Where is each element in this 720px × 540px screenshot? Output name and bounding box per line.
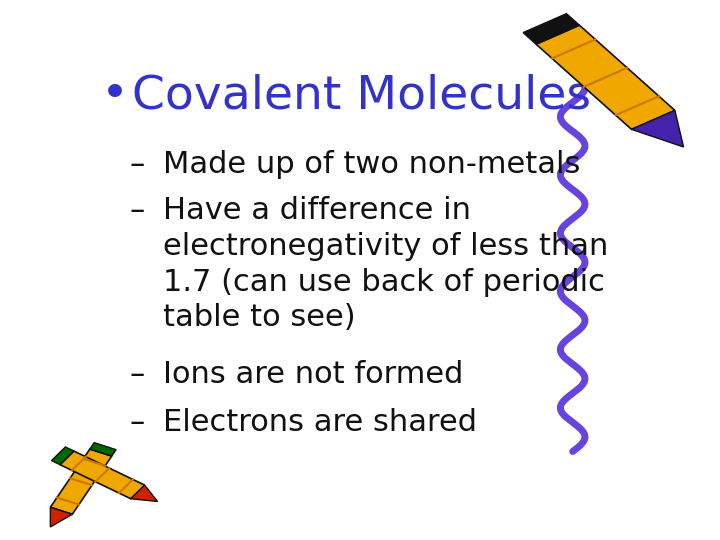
Polygon shape: [523, 14, 580, 44]
Polygon shape: [90, 443, 116, 456]
Text: Made up of two non-metals: Made up of two non-metals: [163, 150, 580, 179]
Text: –: –: [129, 360, 144, 389]
Polygon shape: [131, 485, 158, 502]
Text: Covalent Molecules: Covalent Molecules: [132, 73, 591, 118]
Polygon shape: [50, 507, 72, 527]
Polygon shape: [536, 25, 675, 130]
Text: –: –: [129, 408, 144, 437]
Polygon shape: [50, 449, 112, 514]
Text: Ions are not formed: Ions are not formed: [163, 360, 463, 389]
Polygon shape: [60, 451, 145, 499]
Polygon shape: [631, 110, 683, 147]
Text: –: –: [129, 150, 144, 179]
Polygon shape: [52, 447, 74, 465]
Text: Have a difference in
electronegativity of less than
1.7 (can use back of periodi: Have a difference in electronegativity o…: [163, 196, 608, 333]
Text: –: –: [129, 196, 144, 225]
Text: •: •: [101, 73, 129, 118]
Text: Electrons are shared: Electrons are shared: [163, 408, 477, 437]
